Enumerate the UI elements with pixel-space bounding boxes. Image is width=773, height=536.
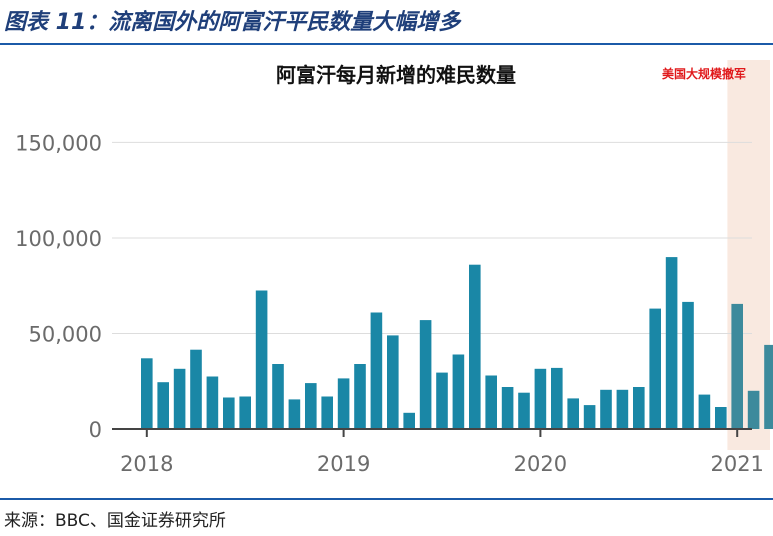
- bottom-rule: [0, 498, 773, 500]
- bar-2018-02: [157, 382, 169, 429]
- x-tick-label-2020: 2020: [514, 452, 567, 476]
- bar-2018-04: [190, 349, 202, 429]
- bar-2018-12: [321, 396, 333, 429]
- bar-2019-06: [419, 320, 432, 429]
- bar-2018-10: [288, 399, 301, 429]
- annotation-label: 美国大规模撤军: [662, 66, 746, 81]
- bar-2020-07: [633, 387, 645, 429]
- bar-2019-11: [501, 387, 514, 429]
- y-tick-label-3: 150,000: [15, 131, 102, 155]
- refugee-bar-chart: 0 50,000 100,000 150,000 2018 2019 2020 2021 阿…: [15, 60, 773, 476]
- bar-2018-09: [272, 364, 284, 429]
- bar-2020-04: [583, 405, 596, 429]
- bar-2021-01: [731, 303, 743, 429]
- y-tick-label-0: 0: [89, 418, 102, 442]
- gridlines: [112, 141, 752, 334]
- top-rule: [0, 43, 773, 45]
- figure-title: 图表 11：流离国外的阿富汗平民数量大幅增多: [4, 10, 461, 35]
- bar-2021-02: [747, 390, 760, 429]
- bar-2019-08: [452, 354, 465, 429]
- bar-2018-07: [239, 396, 251, 429]
- bar-2020-03: [567, 398, 579, 429]
- x-tick-label-2018: 2018: [120, 452, 173, 476]
- bar-2019-02: [354, 364, 366, 429]
- y-tick-labels: 0 50,000 100,000 150,000: [15, 131, 102, 442]
- source-note: 来源：BBC、国金证券研究所: [4, 511, 226, 531]
- bar-2020-06: [616, 389, 629, 429]
- bar-2018-08: [255, 290, 268, 429]
- bar-2020-02: [551, 367, 563, 429]
- bar-2020-09: [665, 257, 678, 429]
- bar-2020-05: [600, 389, 612, 429]
- x-tick-label-2019: 2019: [317, 452, 370, 476]
- bar-2021-03: [764, 344, 773, 429]
- y-tick-label-1: 50,000: [29, 322, 102, 346]
- bar-2020-11: [698, 394, 711, 429]
- bar-2018-01: [141, 358, 153, 429]
- bar-2019-03: [370, 312, 383, 429]
- bar-2019-04: [387, 335, 399, 429]
- bar-2020-08: [649, 308, 661, 429]
- bar-2019-05: [403, 412, 415, 429]
- bar-2018-11: [305, 383, 317, 429]
- chart-title: 阿富汗每月新增的难民数量: [276, 63, 516, 87]
- bar-2020-10: [682, 301, 694, 429]
- bar-2019-01: [337, 378, 350, 429]
- bar-2020-12: [715, 407, 727, 429]
- bar-2018-06: [223, 397, 235, 429]
- x-tick-label-2021: 2021: [710, 452, 763, 476]
- x-ticks: 2018 2019 2020 2021: [120, 429, 764, 476]
- bar-2019-09: [469, 264, 481, 429]
- bars: [141, 257, 773, 429]
- bar-2020-01: [534, 368, 547, 429]
- y-tick-label-2: 100,000: [15, 227, 102, 251]
- bar-2018-03: [173, 368, 186, 429]
- bar-2018-05: [206, 376, 219, 429]
- bar-2019-10: [485, 375, 497, 429]
- bar-2019-07: [436, 372, 448, 429]
- bar-2019-12: [518, 392, 530, 429]
